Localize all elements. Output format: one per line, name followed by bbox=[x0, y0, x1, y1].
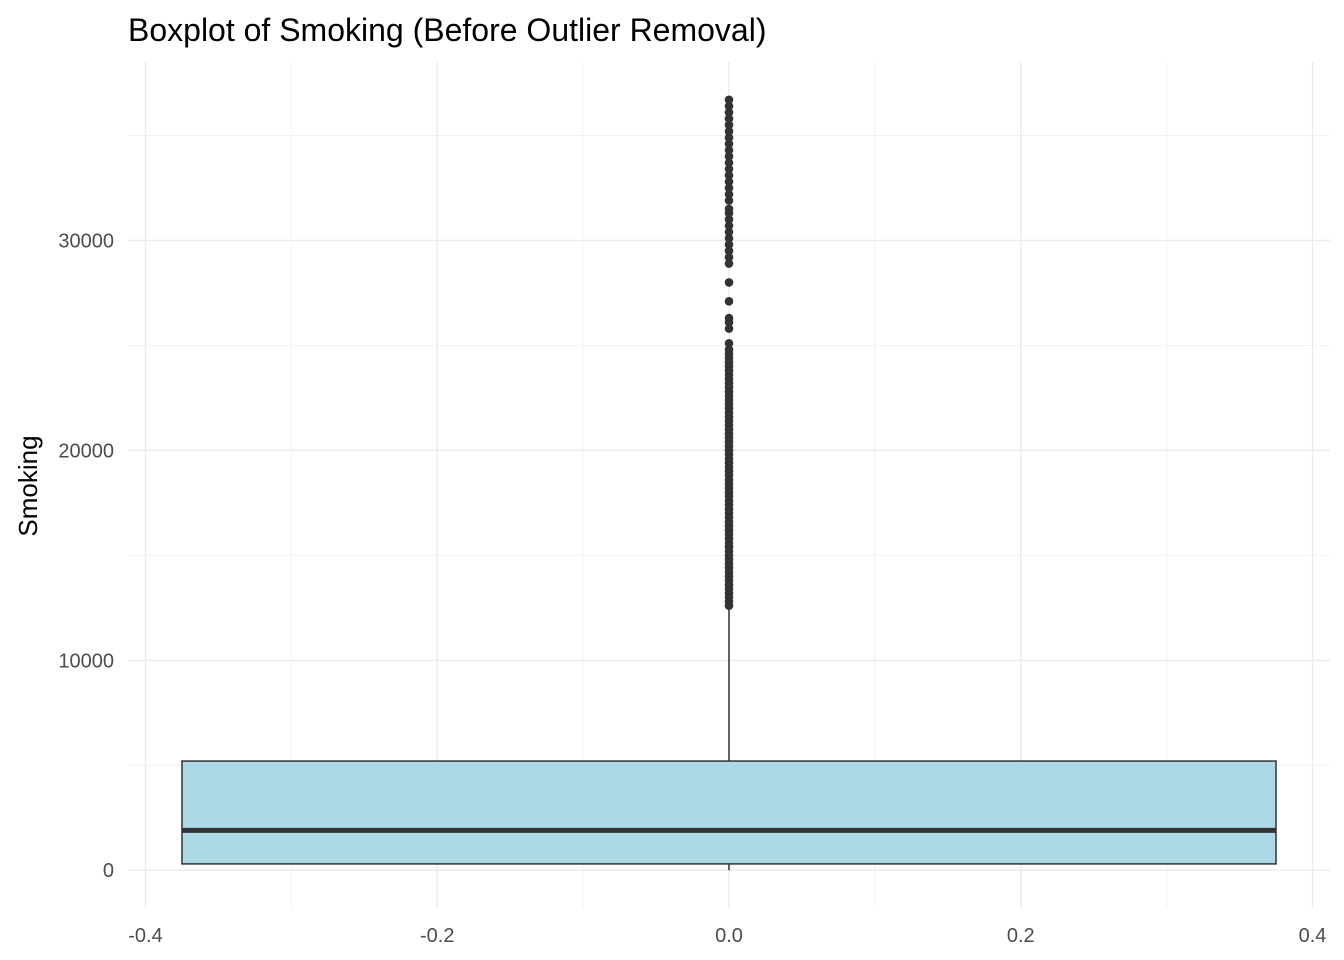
outlier-point bbox=[724, 183, 734, 193]
y-tick-label: 0 bbox=[103, 860, 114, 882]
outlier-point bbox=[724, 171, 734, 180]
outlier-point bbox=[724, 196, 734, 205]
outlier-point bbox=[724, 139, 734, 149]
outlier-point bbox=[724, 126, 734, 136]
outlier-point bbox=[724, 313, 734, 323]
outlier-point bbox=[724, 278, 734, 287]
outlier-point bbox=[724, 101, 734, 111]
y-axis-title: Smoking bbox=[13, 435, 43, 536]
outlier-point bbox=[724, 145, 734, 155]
outlier-point bbox=[724, 215, 734, 224]
outlier-point bbox=[724, 204, 734, 214]
outlier-point bbox=[724, 297, 734, 306]
x-tick-label: -0.4 bbox=[128, 925, 162, 947]
outlier-point bbox=[724, 324, 734, 333]
outlier-point bbox=[724, 133, 734, 142]
outlier-point bbox=[724, 152, 734, 161]
outlier-point bbox=[724, 227, 734, 237]
x-tick-label: 0.0 bbox=[715, 925, 743, 947]
x-tick-label: 0.4 bbox=[1299, 925, 1327, 947]
outlier-point bbox=[724, 252, 734, 262]
outlier-point bbox=[724, 240, 734, 249]
outlier-point bbox=[724, 95, 734, 105]
x-tick-label: 0.2 bbox=[1007, 925, 1035, 947]
outlier-point bbox=[724, 189, 734, 199]
outlier-point bbox=[724, 246, 734, 256]
outlier-point bbox=[724, 221, 734, 231]
outlier-point bbox=[724, 120, 734, 130]
x-tick-label: -0.2 bbox=[420, 925, 454, 947]
outliers bbox=[724, 95, 734, 611]
outlier-point bbox=[724, 158, 734, 168]
box-iqr bbox=[181, 760, 1277, 865]
outlier-point bbox=[724, 164, 734, 174]
outlier-point bbox=[724, 108, 734, 117]
box-layer bbox=[181, 605, 1277, 871]
outlier-point bbox=[724, 345, 734, 354]
outlier-point bbox=[724, 114, 734, 123]
outlier-point bbox=[724, 339, 734, 348]
outlier-point bbox=[724, 177, 734, 186]
y-tick-label: 10000 bbox=[58, 650, 114, 672]
chart-title: Boxplot of Smoking (Before Outlier Remov… bbox=[128, 12, 766, 48]
y-tick-label: 30000 bbox=[58, 230, 114, 252]
outlier-point bbox=[724, 234, 734, 243]
outlier-point bbox=[724, 259, 734, 268]
axes: -0.4 -0.2 0.0 0.2 0.4 0 10000 20000 30000 bbox=[58, 230, 1326, 947]
y-tick-label: 20000 bbox=[58, 440, 114, 462]
